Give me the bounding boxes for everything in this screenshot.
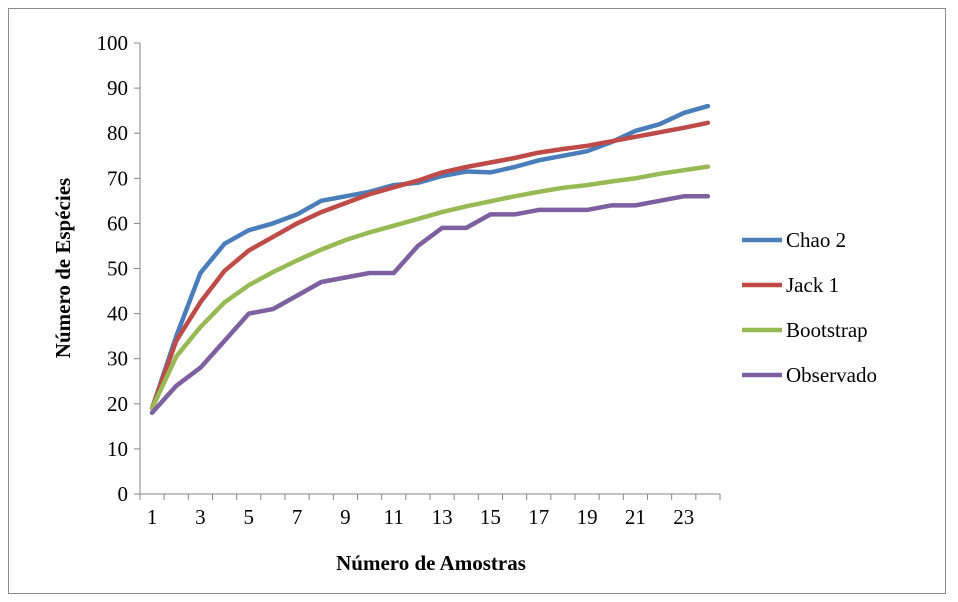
legend-label: Chao 2 xyxy=(786,228,846,252)
legend-label: Jack 1 xyxy=(786,273,839,297)
series-line-bootstrap xyxy=(149,164,711,411)
y-tick-label: 20 xyxy=(107,392,128,416)
legend-label: Observado xyxy=(786,363,877,387)
x-axis-title: Número de Amostras xyxy=(336,551,526,575)
series-line-observado xyxy=(149,194,711,416)
y-tick-label: 70 xyxy=(107,166,128,190)
y-tick-label: 100 xyxy=(97,31,129,55)
y-axis-title: Número de Espécies xyxy=(51,178,75,358)
y-tick-label: 60 xyxy=(107,211,128,235)
series-lines xyxy=(149,103,711,416)
x-tick-label: 19 xyxy=(577,505,598,529)
legend: Chao 2 Jack 1 Bootstrap Observado xyxy=(742,228,877,387)
x-tick-label: 17 xyxy=(528,505,549,529)
x-tick-label: 13 xyxy=(432,505,453,529)
y-tick-label: 30 xyxy=(107,347,128,371)
y-tick-label: 90 xyxy=(107,76,128,100)
y-tick-label: 80 xyxy=(107,121,128,145)
series-line-jack-1 xyxy=(149,120,711,411)
x-tick-label: 15 xyxy=(480,505,501,529)
y-tick-label: 10 xyxy=(107,437,128,461)
x-tick-label: 23 xyxy=(673,505,694,529)
y-tick-label: 50 xyxy=(107,257,128,281)
x-tick-label: 9 xyxy=(340,505,351,529)
legend-label: Bootstrap xyxy=(786,318,868,342)
x-axis: 1 3 5 7 9 11 13 15 17 19 21 23 xyxy=(139,493,721,529)
x-tick-label: 7 xyxy=(292,505,303,529)
y-axis: 0 10 20 30 40 50 60 70 80 90 100 xyxy=(97,31,141,506)
y-tick-label: 40 xyxy=(107,302,128,326)
x-tick-label: 11 xyxy=(384,505,404,529)
x-tick-label: 1 xyxy=(147,505,158,529)
x-tick-label: 3 xyxy=(195,505,206,529)
x-tick-label: 5 xyxy=(244,505,255,529)
series-line-chao-2 xyxy=(149,103,711,411)
y-tick-label: 0 xyxy=(118,482,129,506)
x-tick-label: 21 xyxy=(625,505,646,529)
